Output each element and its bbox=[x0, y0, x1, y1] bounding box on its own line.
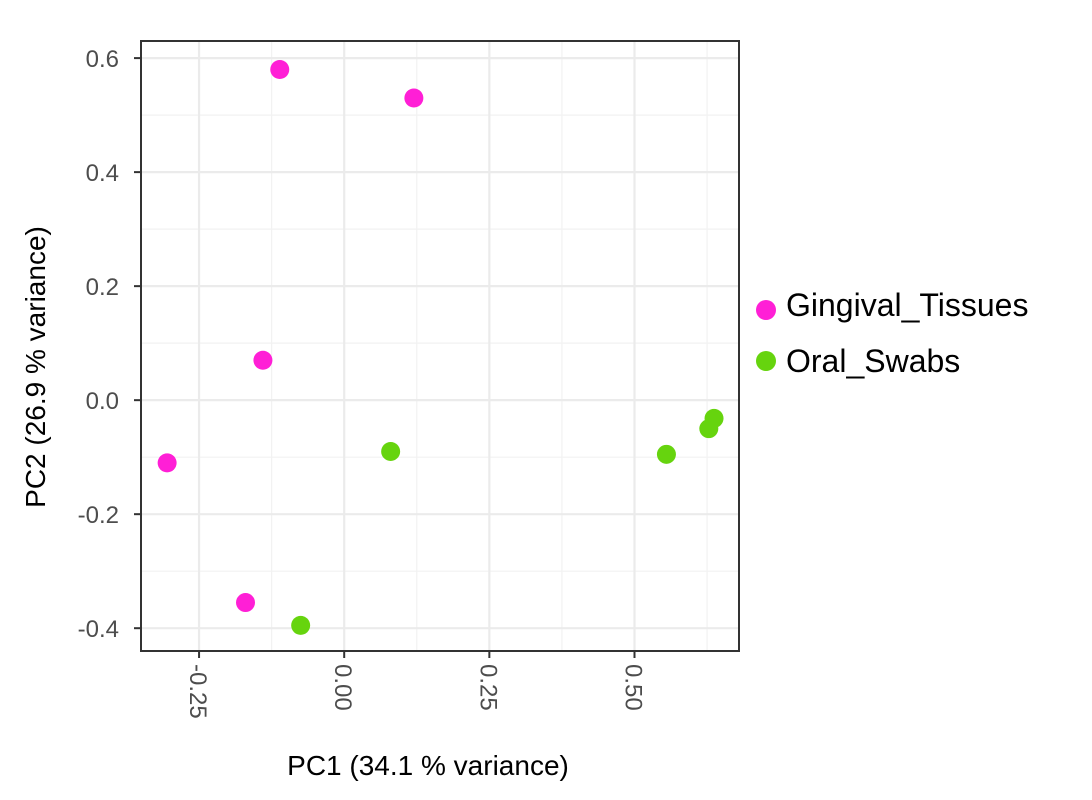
data-point-gingival-tissues bbox=[270, 60, 290, 80]
data-point-oral-swabs bbox=[704, 408, 724, 428]
legend-key-gingival-tissues bbox=[756, 300, 776, 320]
legend: Gingival_Tissues Oral_Swabs bbox=[756, 287, 1028, 379]
grid bbox=[141, 41, 739, 651]
y-tick-label: 0.0 bbox=[86, 388, 119, 415]
y-tick-label: 0.2 bbox=[86, 274, 119, 301]
data-points bbox=[157, 60, 724, 635]
x-tick-label: 0.00 bbox=[329, 664, 356, 711]
plot-panel-border bbox=[140, 40, 740, 652]
x-axis-title: PC1 (34.1 % variance) bbox=[287, 750, 569, 781]
x-axis-ticks: -0.25 0.00 0.25 0.50 bbox=[184, 651, 646, 719]
legend-label-oral-swabs: Oral_Swabs bbox=[786, 343, 960, 379]
data-point-oral-swabs bbox=[381, 441, 401, 461]
y-tick-label: 0.6 bbox=[86, 46, 119, 73]
data-point-oral-swabs bbox=[656, 444, 676, 464]
y-tick-label: 0.4 bbox=[86, 160, 119, 187]
x-tick-label: 0.50 bbox=[619, 664, 646, 711]
y-axis-ticks: -0.4 -0.2 0.0 0.2 0.4 0.6 bbox=[78, 46, 141, 643]
y-axis-title: PC2 (26.9 % variance) bbox=[20, 226, 51, 508]
y-tick-label: -0.4 bbox=[78, 616, 119, 643]
data-point-gingival-tissues bbox=[404, 88, 424, 108]
data-point-gingival-tissues bbox=[157, 453, 177, 473]
y-tick-label: -0.2 bbox=[78, 502, 119, 529]
legend-label-gingival-tissues: Gingival_Tissues bbox=[786, 287, 1028, 323]
legend-key-oral-swabs bbox=[756, 351, 776, 371]
data-point-gingival-tissues bbox=[236, 593, 256, 613]
x-tick-label: 0.25 bbox=[474, 664, 501, 711]
data-point-gingival-tissues bbox=[253, 350, 273, 370]
x-tick-label: -0.25 bbox=[184, 664, 211, 719]
data-point-oral-swabs bbox=[291, 615, 311, 635]
